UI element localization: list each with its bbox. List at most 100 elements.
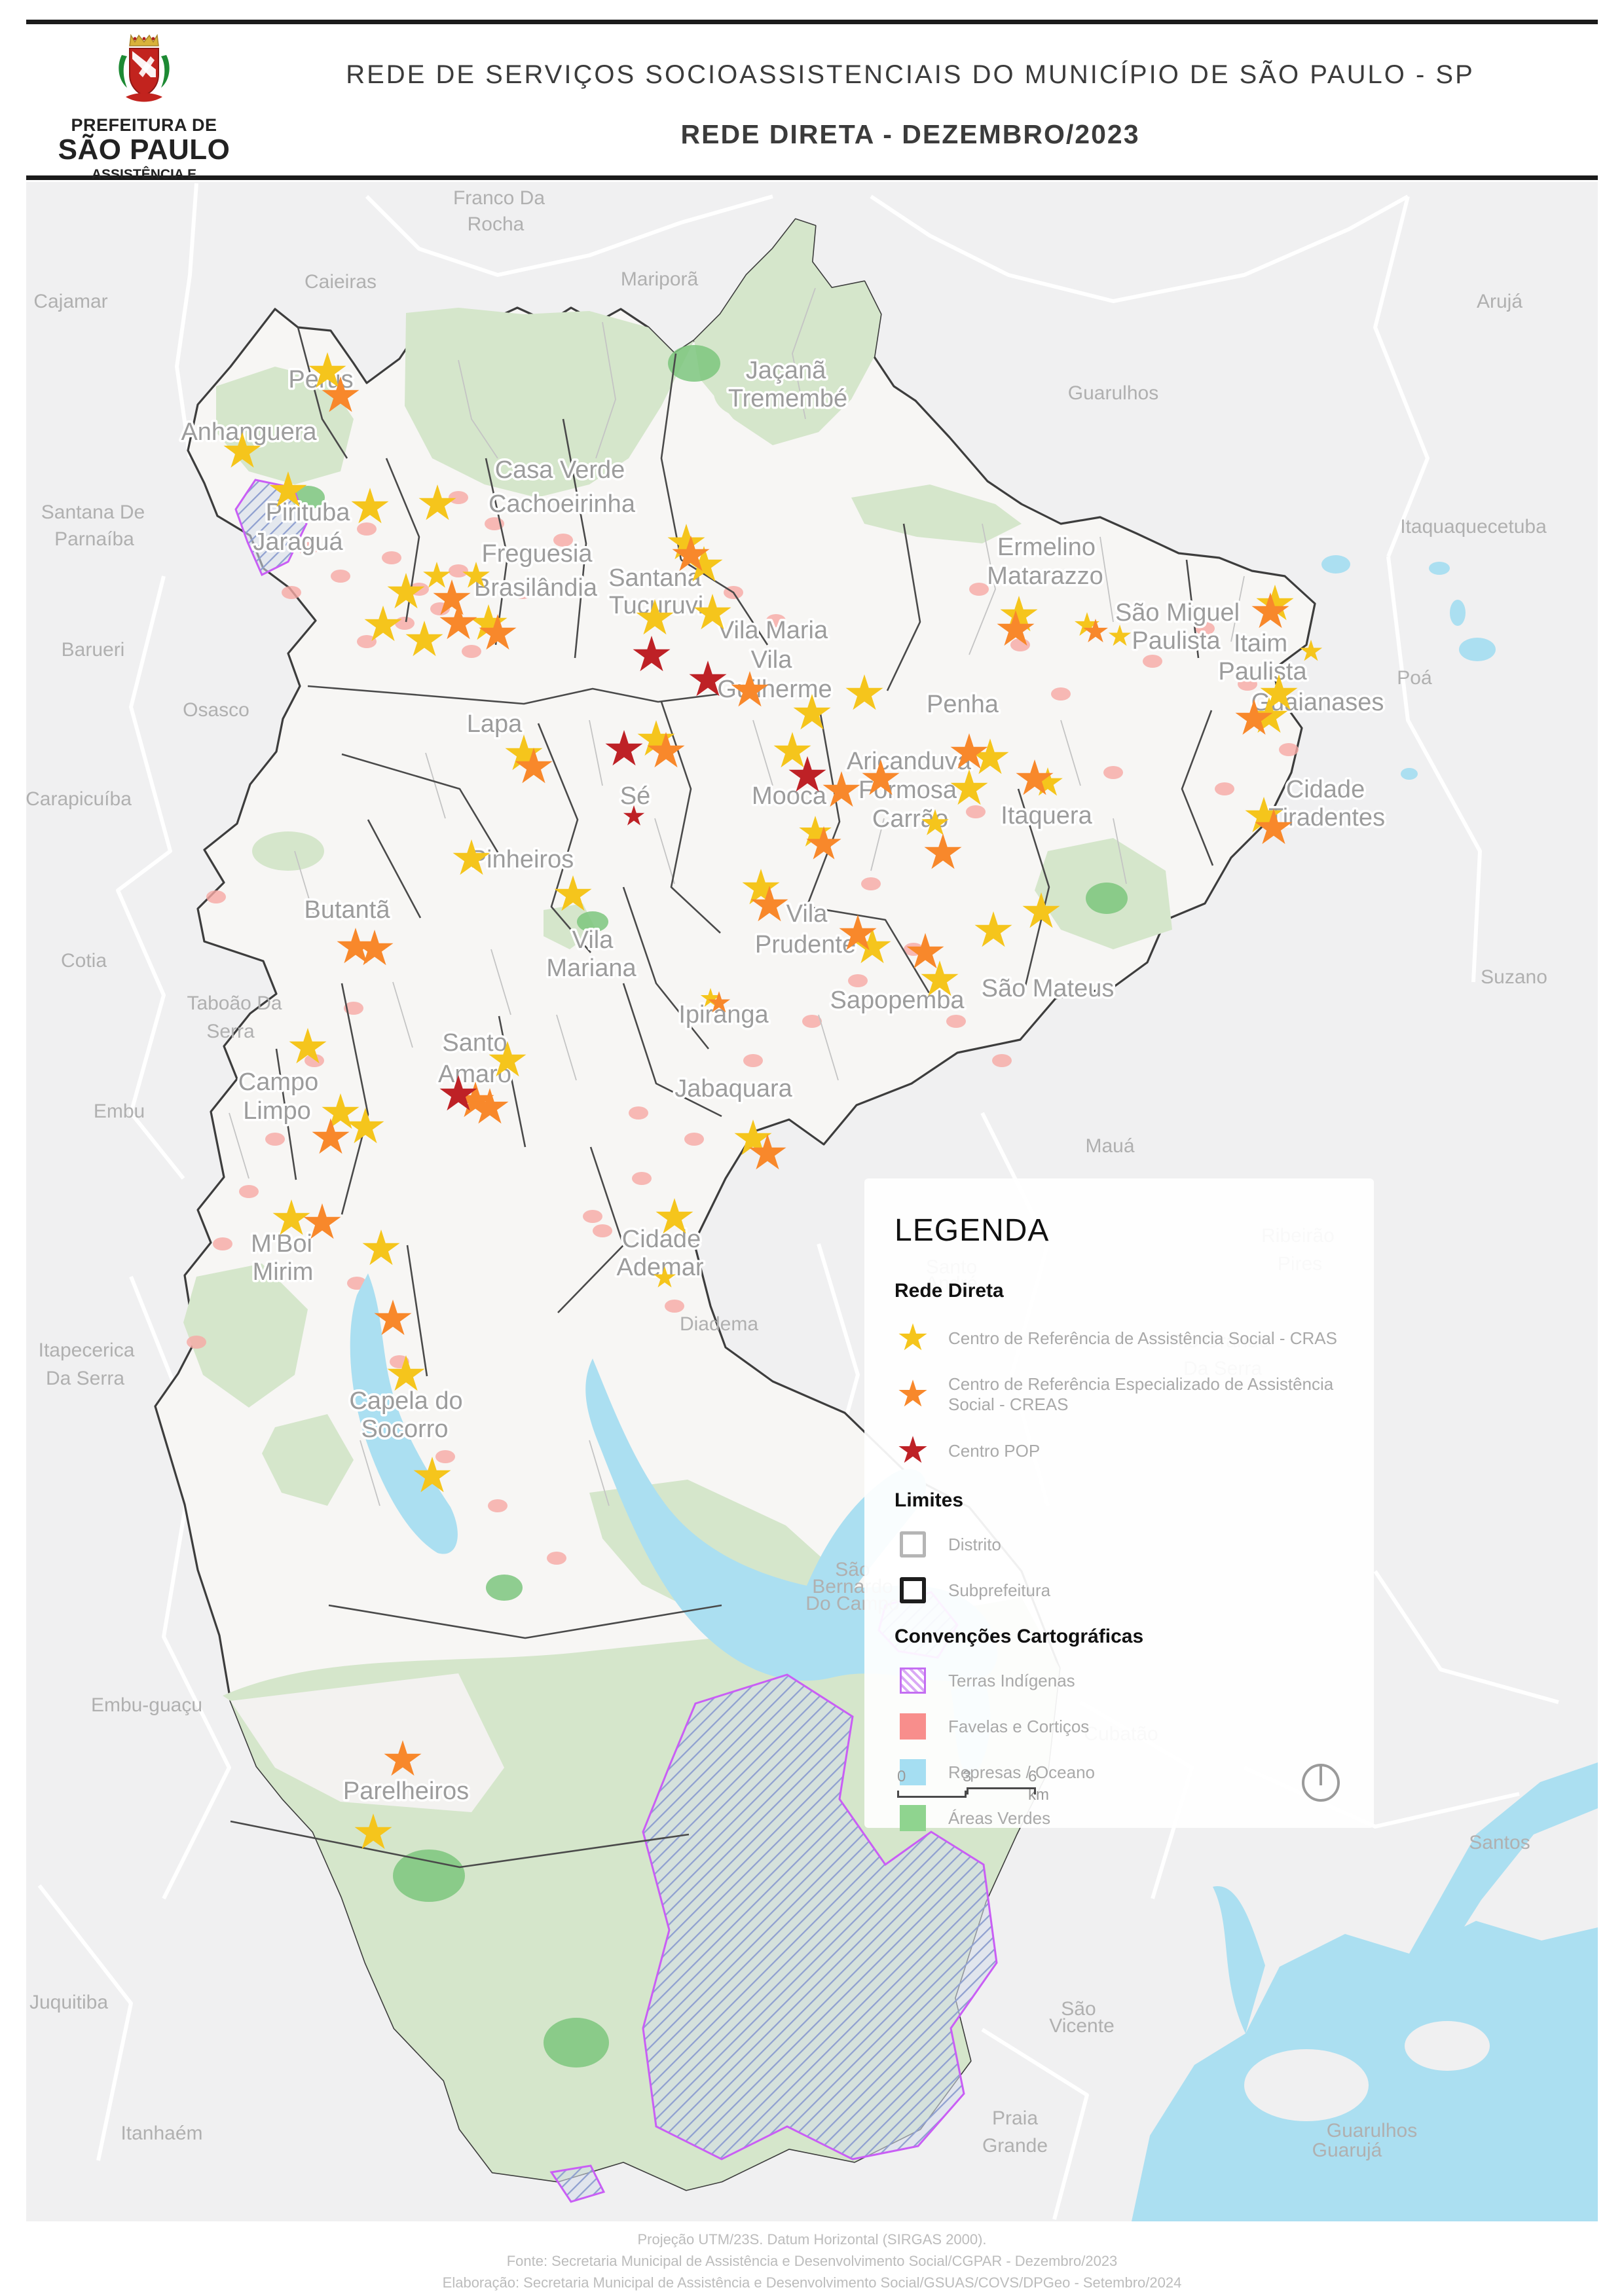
muni-label-embu: Embu [94, 1101, 145, 1122]
muni-label-rocha: Rocha [468, 213, 525, 235]
muni-label-juquitiba: Juquitiba [29, 1992, 108, 2013]
district-label-parelheiros: Parelheiros [343, 1777, 469, 1805]
muni-label-franco-da: Franco Da [453, 187, 545, 209]
district-label-limpo: Limpo [243, 1097, 311, 1125]
legend-item-pop: Centro POP [895, 1434, 1344, 1467]
legend-label-verdes: Áreas Verdes [948, 1808, 1051, 1828]
dark-green-parks [291, 345, 1128, 2068]
district-label-itaim: Itaim [1234, 630, 1287, 657]
favela-patch [435, 1450, 455, 1463]
banner [126, 93, 162, 102]
crown-shape [129, 33, 159, 46]
muni-label-s-o: São [1061, 1998, 1096, 2020]
legend-item-favelas: Favelas e Cortiços [895, 1713, 1344, 1740]
district-label-s-o-mateus: São Mateus [982, 975, 1115, 1002]
district-label-ipiranga: Ipiranga [678, 1001, 769, 1029]
district-label-pinheiros: Pinheiros [470, 846, 574, 873]
muni-label-cotia: Cotia [61, 950, 107, 972]
district-label-guilherme: Guilherme [717, 676, 832, 703]
district-label-jaragu-: Jaraguá [253, 528, 343, 556]
district-label-trememb-: Tremembé [728, 385, 847, 412]
district-label-anhanguera: Anhanguera [181, 418, 317, 446]
favela-patch [206, 890, 226, 903]
favela-patches [187, 491, 1299, 1565]
favela-patch [298, 542, 318, 555]
credit-source: Fonte: Secretaria Municipal de Assistênc… [506, 2253, 1118, 2269]
favela-patch [513, 586, 532, 599]
district-label-itaquera: Itaquera [1001, 802, 1092, 829]
muni-label-carapicu-ba: Carapicuíba [26, 788, 132, 810]
district-label-tiradentes: Tiradentes [1268, 804, 1385, 831]
district-label-vila-maria: Vila Maria [718, 617, 828, 644]
muni-label-guaruj-: Guarujá [1312, 2140, 1382, 2161]
legend-item-terras: Terras Indígenas [895, 1667, 1344, 1694]
legend-panel: LEGENDA Rede Direta Centro de Referência… [864, 1178, 1374, 1831]
muni-label-praia: Praia [992, 2107, 1038, 2129]
logo-line3: ASSISTÊNCIA E [91, 167, 197, 182]
favela-patch [946, 1015, 966, 1028]
header-top-rule [26, 20, 1598, 24]
favela-patch [969, 583, 989, 596]
legend-item-represas: Represas / Oceano [895, 1759, 1344, 1785]
district-label-cidade: Cidade [1286, 776, 1365, 803]
represas-swatch [900, 1759, 926, 1785]
muni-label-po-: Poá [1397, 667, 1432, 689]
district-label-casa-verde: Casa Verde [495, 456, 625, 484]
favela-patch [265, 1133, 285, 1146]
muni-label-maripor-: Mariporã [621, 268, 699, 290]
favela-patch [239, 1185, 259, 1198]
favela-patch [395, 617, 415, 630]
favela-patch [861, 877, 881, 890]
favela-patch [304, 1054, 324, 1067]
scale-0: 0 [897, 1768, 906, 1785]
favela-patch [553, 534, 573, 547]
district-label-m-boi: M'Boi [251, 1230, 312, 1258]
district-label-ja-an-: Jaçanã [746, 357, 826, 384]
favela-patch [547, 1552, 566, 1565]
muni-label-itaquaquecetuba: Itaquaquecetuba [1400, 516, 1547, 538]
favela-patch [966, 805, 986, 818]
favela-patch [449, 491, 468, 504]
district-label-freguesia: Freguesia [482, 540, 593, 568]
page-title: REDE DE SERVIÇOS SOCIOASSISTENCIAIS DO M… [346, 60, 1475, 89]
subprefeitura-swatch [900, 1577, 926, 1603]
favela-patch [282, 586, 301, 599]
favela-patch [1051, 687, 1071, 701]
favela-patch [1143, 655, 1162, 668]
district-label-ermelino: Ermelino [997, 534, 1096, 561]
scale-3: 3 [963, 1768, 972, 1785]
muni-label-caieiras: Caieiras [304, 271, 377, 293]
district-label-paulista: Paulista [1132, 627, 1221, 655]
page-subtitle: REDE DIRETA - DEZEMBRO/2023 [680, 119, 1140, 149]
legend-item-distrito: Distrito [895, 1531, 1344, 1558]
favela-patch [449, 564, 468, 577]
district-labels: PerusAnhangueraPiritubaJaraguáCasa Verde… [179, 355, 1388, 1808]
favela-patch [684, 1133, 704, 1146]
laurel-left [119, 55, 127, 88]
north-compass-icon [1302, 1764, 1340, 1802]
muni-label-cajamar: Cajamar [33, 291, 107, 312]
favela-patch [1238, 678, 1257, 691]
scale-bar: 0 3 6 km [897, 1768, 1049, 1804]
favelas-swatch [900, 1713, 926, 1740]
laurel-right [161, 55, 170, 88]
pop-star-icon [895, 1434, 931, 1467]
muni-label-grande: Grande [982, 2135, 1048, 2157]
muni-label-santana-de: Santana De [41, 501, 145, 523]
favela-patch [382, 551, 401, 564]
favela-patch [344, 1002, 363, 1015]
map-credits: Projeção UTM/23S. Datum Horizontal (SIRG… [0, 2229, 1624, 2293]
favela-patch [488, 1499, 507, 1512]
muni-label-mau-: Mauá [1085, 1135, 1134, 1157]
district-label-aricanduva: Aricanduva [847, 748, 972, 775]
credit-projection: Projeção UTM/23S. Datum Horizontal (SIRG… [637, 2231, 987, 2248]
district-label-prudente: Prudente [755, 931, 856, 958]
legend-label-subprefeitura: Subprefeitura [948, 1580, 1051, 1600]
legend-label-cras: Centro de Referência de Assistência Soci… [948, 1328, 1337, 1348]
cras-star-icon [895, 1322, 931, 1355]
district-label-paulista: Paulista [1218, 658, 1307, 685]
distrito-swatch [900, 1531, 926, 1558]
muni-label-tabo-o-da: Taboão Da [187, 993, 282, 1014]
favela-patch [992, 1054, 1012, 1067]
